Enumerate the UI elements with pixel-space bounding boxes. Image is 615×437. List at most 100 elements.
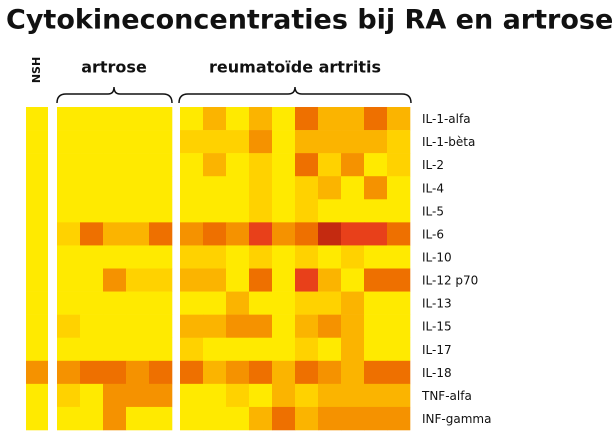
heatmap-cell: [26, 383, 48, 408]
group-label: reumatoïde artritis: [209, 58, 381, 77]
heatmap-cell: [318, 314, 342, 339]
row-label: IL-4: [422, 181, 444, 195]
heatmap-cell: [149, 199, 173, 223]
heatmap-cell: [126, 383, 150, 408]
heatmap-cell: [203, 153, 227, 177]
heatmap-cell: [26, 222, 48, 246]
heatmap-cell: [180, 176, 204, 200]
heatmap-cell: [272, 291, 296, 315]
heatmap-cell: [387, 360, 411, 385]
heatmap-cell: [295, 314, 319, 339]
heatmap-cell: [364, 130, 388, 154]
heatmap-cell: [57, 245, 81, 269]
heatmap-cell: [26, 268, 48, 292]
heatmap-cell: [103, 107, 127, 131]
heatmap-cell: [126, 406, 150, 431]
heatmap-cell: [57, 291, 81, 315]
heatmap-cell: [126, 153, 150, 177]
heatmap-cell: [341, 268, 365, 292]
heatmap-cell: [387, 383, 411, 408]
heatmap-cell: [57, 314, 81, 339]
heatmap-cell: [203, 383, 227, 408]
heatmap-cell: [149, 245, 173, 269]
heatmap-cell: [249, 153, 273, 177]
heatmap-cell: [149, 383, 173, 408]
heatmap-cell: [226, 314, 250, 339]
heatmap-cell: [103, 268, 127, 292]
brace: [56, 86, 173, 104]
heatmap-cell: [272, 130, 296, 154]
heatmap-cell: [272, 360, 296, 385]
heatmap-cell: [249, 222, 273, 246]
row-label: IL-5: [422, 204, 444, 218]
heatmap-cell: [249, 130, 273, 154]
heatmap-cell: [364, 268, 388, 292]
row-label: IL-6: [422, 227, 444, 241]
heatmap-cell: [226, 199, 250, 223]
heatmap-cell: [272, 383, 296, 408]
heatmap-cell: [149, 176, 173, 200]
heatmap-cell: [57, 360, 81, 385]
heatmap-cell: [103, 383, 127, 408]
heatmap-cell: [203, 406, 227, 431]
heatmap-cell: [226, 383, 250, 408]
heatmap-cell: [103, 130, 127, 154]
heatmap-cell: [295, 107, 319, 131]
heatmap-cell: [57, 176, 81, 200]
heatmap-cell: [180, 222, 204, 246]
heatmap-cell: [126, 130, 150, 154]
heatmap-cell: [103, 337, 127, 362]
heatmap-cell: [26, 107, 48, 131]
heatmap-cell: [26, 337, 48, 362]
heatmap-cell: [180, 314, 204, 339]
heatmap-cell: [80, 268, 104, 292]
heatmap-cell: [26, 245, 48, 269]
heatmap-cell: [272, 107, 296, 131]
heatmap-cell: [149, 406, 173, 431]
heatmap-cell: [249, 406, 273, 431]
heatmap-cell: [126, 360, 150, 385]
heatmap-cell: [180, 245, 204, 269]
heatmap-cell: [249, 176, 273, 200]
heatmap-cell: [249, 245, 273, 269]
heatmap-cell: [26, 199, 48, 223]
heatmap-cell: [80, 199, 104, 223]
heatmap-cell: [272, 406, 296, 431]
heatmap-cell: [272, 199, 296, 223]
heatmap-cell: [364, 337, 388, 362]
heatmap-cell: [295, 222, 319, 246]
heatmap-cell: [272, 222, 296, 246]
row-label: INF-gamma: [422, 412, 491, 426]
heatmap-cell: [318, 176, 342, 200]
heatmap-cell: [180, 291, 204, 315]
heatmap-cell: [226, 360, 250, 385]
row-label: IL-18: [422, 366, 452, 380]
heatmap-cell: [180, 107, 204, 131]
heatmap-cell: [126, 268, 150, 292]
heatmap-cell: [364, 360, 388, 385]
brace: [178, 86, 412, 104]
heatmap-cell: [318, 291, 342, 315]
row-label: IL-2: [422, 158, 444, 172]
heatmap-cell: [387, 176, 411, 200]
heatmap-cell: [80, 222, 104, 246]
heatmap-cell: [364, 107, 388, 131]
heatmap-cell: [318, 360, 342, 385]
heatmap-cell: [249, 337, 273, 362]
heatmap-cell: [80, 383, 104, 408]
heatmap-cell: [318, 245, 342, 269]
heatmap-cell: [103, 153, 127, 177]
heatmap-cell: [341, 245, 365, 269]
heatmap-cell: [180, 199, 204, 223]
heatmap-cell: [272, 176, 296, 200]
heatmap-cell: [180, 337, 204, 362]
heatmap-cell: [364, 245, 388, 269]
heatmap-cell: [295, 337, 319, 362]
row-label: IL-1-bèta: [422, 135, 475, 149]
heatmap-cell: [295, 153, 319, 177]
heatmap-cell: [26, 406, 48, 431]
row-label: IL-15: [422, 320, 452, 334]
heatmap-cell: [341, 107, 365, 131]
heatmap-cell: [149, 337, 173, 362]
